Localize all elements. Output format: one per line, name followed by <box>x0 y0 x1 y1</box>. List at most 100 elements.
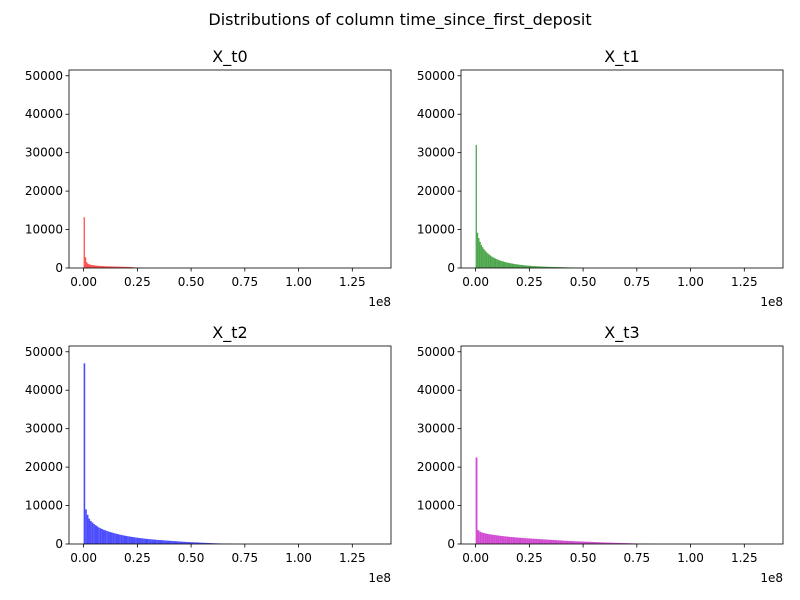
y-tick-label: 0 <box>55 261 63 275</box>
y-tick-label: 50000 <box>417 345 455 359</box>
histogram-bar <box>516 264 519 268</box>
histogram-bar <box>522 265 524 268</box>
histogram-bar <box>577 541 580 544</box>
histogram-bar <box>487 253 489 268</box>
histogram-bar <box>194 542 197 544</box>
histogram-bar <box>523 538 525 544</box>
histogram-bar <box>547 266 550 268</box>
histogram-bar <box>566 540 569 544</box>
histogram-bar <box>109 532 112 544</box>
x-tick-label: 0.75 <box>623 275 650 289</box>
y-tick-label: 0 <box>55 537 63 551</box>
x-scale-label: 1e8 <box>368 571 391 585</box>
histogram-bar <box>493 258 495 268</box>
x-tick-label: 0.50 <box>570 551 597 565</box>
histogram-bar <box>475 144 477 268</box>
y-tick-label: 40000 <box>25 107 63 121</box>
histogram-bar <box>85 509 87 544</box>
histogram-bar <box>86 514 89 544</box>
histogram-bar <box>594 542 597 544</box>
histogram-bar <box>551 266 553 268</box>
histogram-bar <box>127 536 129 544</box>
histogram-bar <box>524 538 527 544</box>
histogram-bar <box>94 525 97 544</box>
histogram-bar <box>548 539 551 544</box>
histogram-bar <box>124 266 127 268</box>
y-tick-label: 10000 <box>417 499 455 513</box>
y-tick-label: 30000 <box>417 422 455 436</box>
histogram-bar <box>527 265 529 268</box>
histogram-bar <box>83 217 85 268</box>
histogram-bar <box>550 539 553 544</box>
x-tick-label: 1.00 <box>677 551 704 565</box>
histogram-bar <box>478 238 480 268</box>
histogram-bar <box>603 542 606 544</box>
histogram-bar <box>115 533 118 544</box>
histogram-bar <box>101 266 103 268</box>
histogram-bar <box>559 267 561 268</box>
histogram-bar <box>592 542 595 544</box>
histogram-bar <box>482 247 484 268</box>
histogram-bar <box>513 537 516 544</box>
histogram-bar <box>177 541 179 544</box>
histogram-bar <box>565 540 567 544</box>
histogram-bar <box>499 535 502 544</box>
x-tick-label: 0.00 <box>462 275 489 289</box>
histogram-bar <box>543 266 546 268</box>
histogram-bar <box>576 541 578 544</box>
subplot-grid: X_t0 0 10000 20000 30000 40000 50000 0.00 0.25 0.… <box>25 47 784 585</box>
x-tick-label: 0.25 <box>516 275 543 289</box>
y-tick-label: 30000 <box>417 146 455 160</box>
histogram-bar <box>112 532 115 544</box>
histogram-bar <box>520 264 523 268</box>
histogram-bar <box>497 535 500 544</box>
histogram-bar <box>503 536 505 544</box>
x-tick-label: 1.25 <box>731 275 758 289</box>
histogram-bar <box>180 541 182 544</box>
histogram-bar <box>500 260 502 268</box>
histogram-bar <box>130 536 132 544</box>
histogram-bar <box>583 541 586 544</box>
histogram-bar <box>106 530 108 544</box>
histogram-bar <box>607 542 609 544</box>
x-tick-label: 0.50 <box>178 275 205 289</box>
histogram-bar <box>545 539 547 544</box>
y-tick-label: 40000 <box>417 107 455 121</box>
histogram-bar <box>504 536 507 544</box>
x-tick-label: 1.00 <box>677 275 704 289</box>
y-tick-label: 20000 <box>25 184 63 198</box>
histogram-bar <box>93 265 96 268</box>
histogram-bar <box>87 263 89 268</box>
x-tick-label: 0.50 <box>178 551 205 565</box>
x-tick-label: 0.00 <box>70 551 97 565</box>
histogram-bar <box>83 363 86 544</box>
histogram-bar <box>146 538 149 544</box>
histogram-bar <box>120 534 123 544</box>
histogram-bar <box>107 531 110 544</box>
histogram-bar <box>540 266 542 268</box>
histogram-bar <box>537 539 540 544</box>
y-tick-label: 40000 <box>417 383 455 397</box>
histogram-bar <box>99 265 101 268</box>
histogram-bar <box>488 254 490 268</box>
histogram-bar <box>506 536 509 544</box>
histogram-bar <box>157 539 160 544</box>
y-tick-label: 50000 <box>25 345 63 359</box>
y-tick-label: 20000 <box>25 460 63 474</box>
y-tick-label: 50000 <box>417 69 455 83</box>
axes-frame <box>68 69 392 269</box>
histogram-bar <box>140 538 142 544</box>
subplot-x-t1: X_t1 0 10000 20000 30000 40000 50000 0.00 0.25 0.… <box>417 47 784 309</box>
histogram-bar <box>104 530 107 544</box>
histogram-bar <box>537 266 539 268</box>
histogram-bar <box>495 535 498 544</box>
x-tick-label: 0.25 <box>124 551 151 565</box>
histogram-bar <box>186 542 189 544</box>
histogram-bar <box>119 534 121 544</box>
histogram-bar <box>101 529 103 544</box>
histogram-bar <box>128 266 131 268</box>
x-scale-label: 1e8 <box>368 295 391 309</box>
histogram-bar <box>506 262 508 268</box>
histogram-bar <box>102 266 105 268</box>
